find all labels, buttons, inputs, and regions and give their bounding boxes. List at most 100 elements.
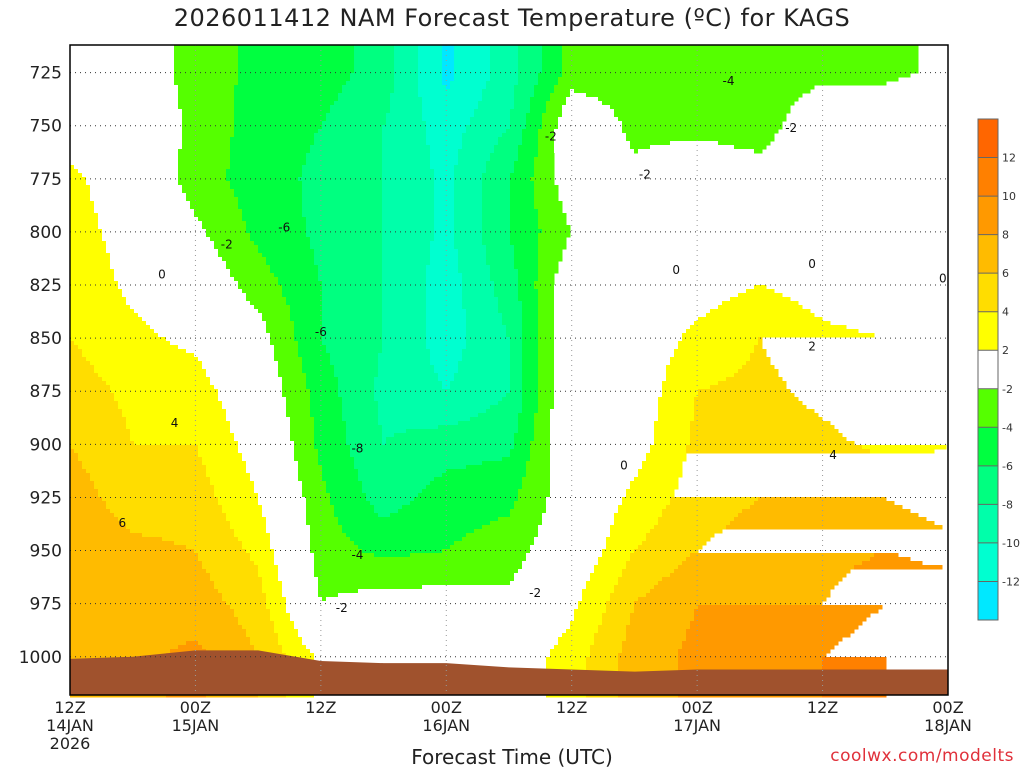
contour-cell <box>542 125 559 130</box>
contour-cell <box>130 305 255 310</box>
contour-cell <box>242 453 295 458</box>
contour-cell <box>106 501 219 506</box>
contour-cell <box>462 349 511 354</box>
contour-cell <box>250 637 279 642</box>
contour-cell <box>634 601 823 606</box>
contour-cell <box>250 641 279 646</box>
contour-cell <box>510 361 523 366</box>
contour-cell <box>586 581 619 586</box>
contour-cell <box>462 353 511 358</box>
contour-cell <box>490 153 519 158</box>
contour-cell <box>562 105 611 110</box>
contour-cell <box>870 557 911 562</box>
contour-cell <box>522 325 539 330</box>
contour-cell <box>186 193 235 198</box>
contour-cell <box>270 337 295 342</box>
contour-cell <box>454 245 487 250</box>
contour-cell <box>70 457 79 462</box>
contour-cell <box>382 209 435 214</box>
contour-cell <box>538 225 571 230</box>
contour-cell <box>70 157 179 162</box>
contour-cell <box>670 573 847 578</box>
contour-cell <box>622 645 683 650</box>
contour-cell <box>554 297 731 302</box>
contour-cell <box>462 281 495 286</box>
contour-cell <box>282 289 323 294</box>
contour-cell <box>674 353 751 358</box>
contour-cell <box>318 265 383 270</box>
contour-cell <box>522 329 539 334</box>
contour-cell <box>326 345 383 350</box>
contour-cell <box>618 509 663 514</box>
contour-cell <box>198 217 243 222</box>
contour-cell <box>230 149 311 154</box>
contour-cell <box>274 557 315 562</box>
contour-cell <box>466 313 503 318</box>
contour-cell <box>334 505 375 510</box>
contour-cell <box>302 201 383 206</box>
contour-cell <box>302 485 327 490</box>
contour-cell <box>518 77 539 82</box>
credit-link[interactable]: coolwx.com/modelts <box>830 746 1014 766</box>
contour-cell <box>458 361 511 366</box>
contour-cell <box>106 381 211 386</box>
contour-cell <box>510 581 587 586</box>
contour-cell <box>510 225 539 230</box>
contour-cell <box>550 421 655 426</box>
contour-cell <box>466 533 539 538</box>
contour-cell <box>238 449 295 454</box>
contour-cell <box>554 397 659 402</box>
contour-cell <box>822 665 887 670</box>
contour-cell <box>434 185 455 190</box>
contour-cell <box>682 337 759 342</box>
contour-label: 0 <box>672 263 680 277</box>
contour-cell <box>630 141 671 146</box>
contour-cell <box>670 141 719 146</box>
contour-cell <box>486 409 523 414</box>
contour-cell <box>442 77 455 82</box>
contour-cell <box>362 489 423 494</box>
contour-cell <box>486 165 515 170</box>
contour-cell <box>386 437 515 442</box>
contour-cell <box>538 393 555 398</box>
contour-cell <box>382 145 431 150</box>
contour-cell <box>382 193 435 198</box>
contour-cell <box>550 425 655 430</box>
contour-cell <box>458 269 491 274</box>
contour-cell <box>554 141 631 146</box>
contour-cell <box>550 653 591 658</box>
contour-cell <box>394 49 419 54</box>
contour-cell <box>426 121 471 126</box>
contour-cell <box>326 489 363 494</box>
contour-cell <box>70 161 179 166</box>
contour-cell <box>70 417 127 422</box>
contour-cell <box>90 473 207 478</box>
contour-cell <box>554 285 755 290</box>
contour-cell <box>690 437 847 442</box>
contour-cell <box>482 461 527 466</box>
contour-cell <box>330 497 367 502</box>
contour-cell <box>482 189 511 194</box>
contour-cell <box>270 609 287 614</box>
contour-cell <box>514 85 535 90</box>
contour-cell <box>358 589 583 594</box>
contour-cell <box>494 145 519 150</box>
contour-cell <box>502 133 523 138</box>
contour-cell <box>286 297 323 302</box>
contour-cell <box>442 49 455 54</box>
contour-cell <box>298 461 319 466</box>
contour-cell <box>70 381 107 386</box>
contour-cell <box>310 241 383 246</box>
gridlines <box>70 45 948 695</box>
contour-cell <box>294 441 315 446</box>
contour-cell <box>70 325 151 330</box>
contour-cell <box>186 641 199 646</box>
contour-cell <box>374 397 503 402</box>
contour-cell <box>454 237 483 242</box>
contour-cell <box>74 165 179 170</box>
contour-cell <box>582 589 615 594</box>
contour-cell <box>394 45 419 50</box>
contour-cell <box>238 205 303 210</box>
